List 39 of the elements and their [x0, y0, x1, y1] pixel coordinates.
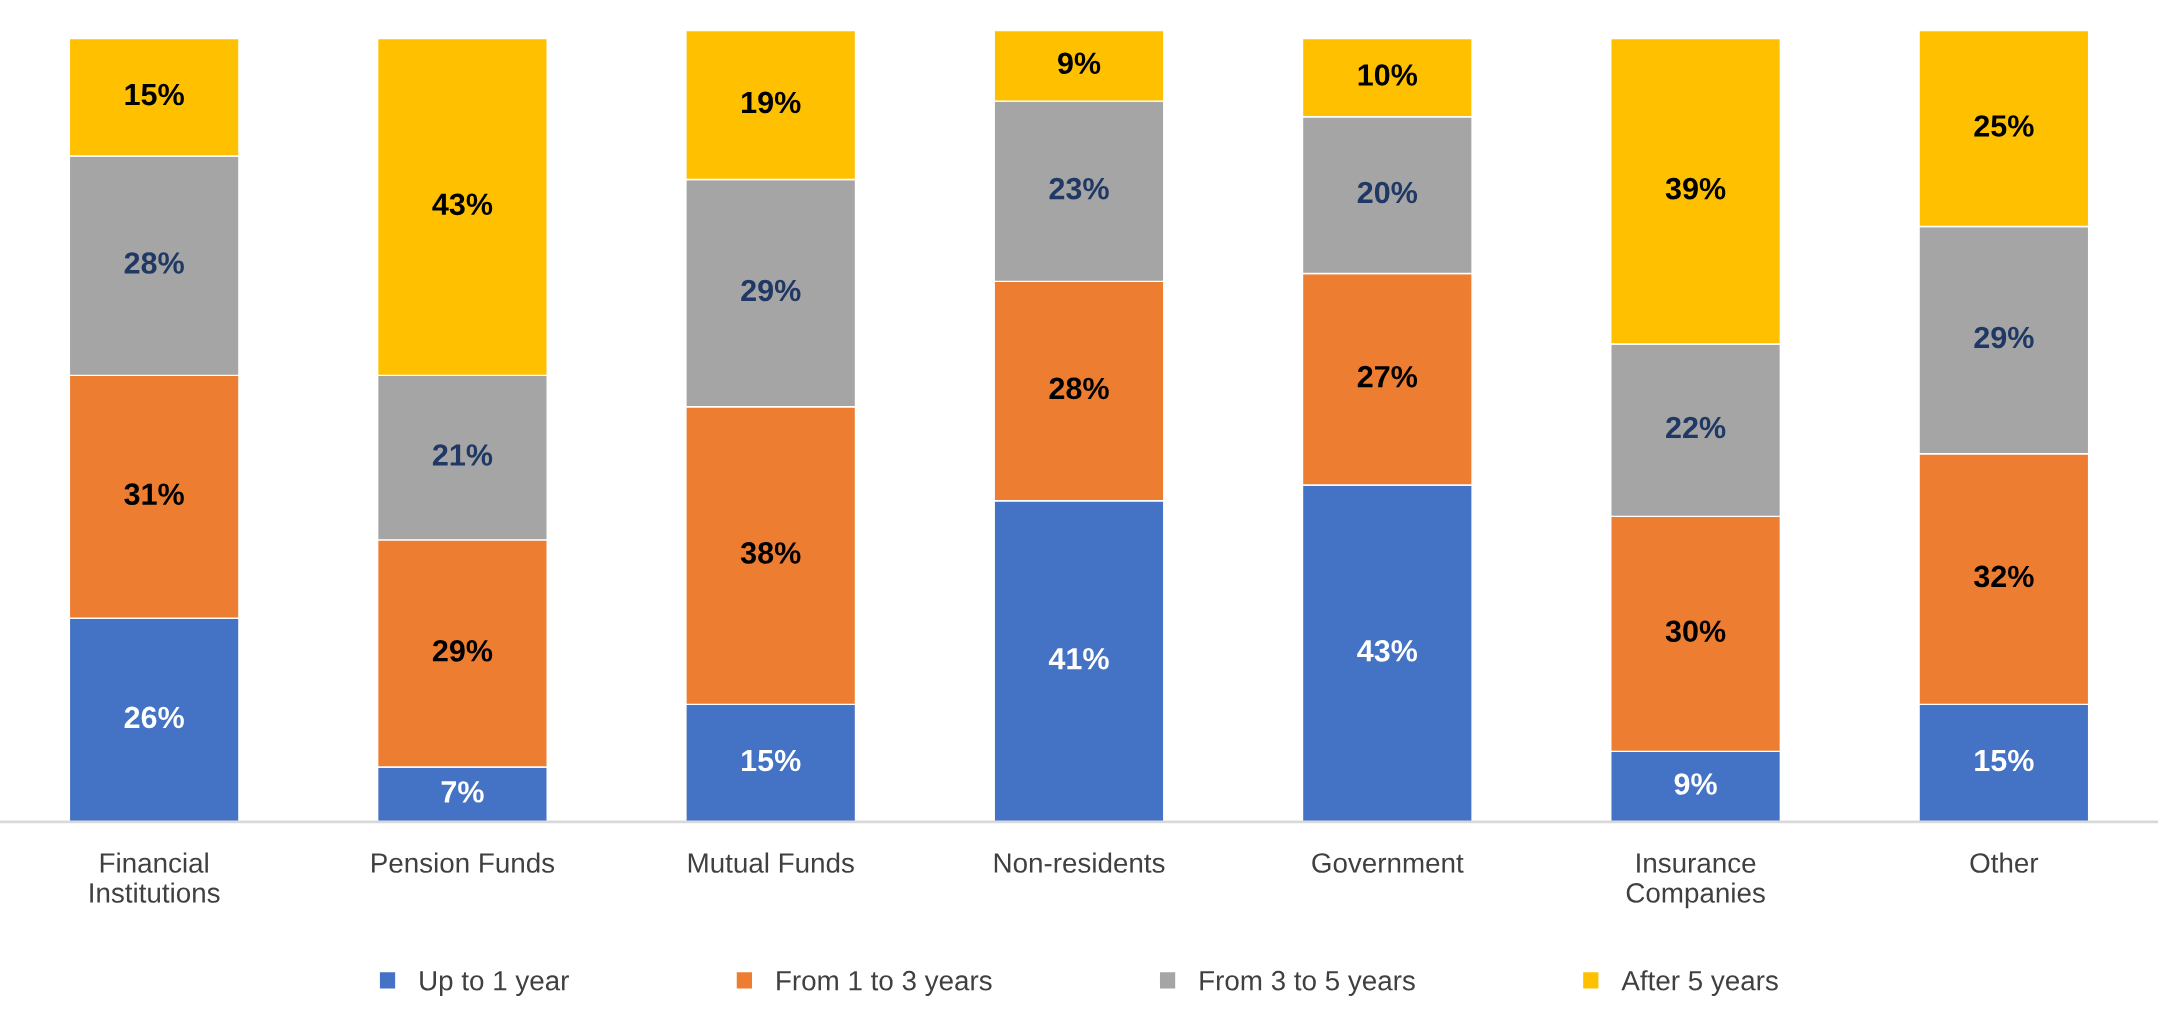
data-label: 15%	[1975, 749, 2034, 772]
data-label: 29%	[741, 279, 801, 302]
data-label: 10%	[1358, 64, 1418, 86]
data-label: 43%	[1357, 640, 1418, 662]
data-label: 25%	[1974, 115, 2034, 137]
data-label: 15%	[742, 749, 801, 772]
x-tick-label: Insurance Companies	[1626, 853, 1765, 909]
legend-label: From 3 to 5 years	[1200, 970, 1415, 996]
legend-label: Up to 1 year	[420, 971, 569, 996]
data-label: 20%	[1357, 181, 1418, 204]
data-label: 9%	[1057, 52, 1101, 75]
data-label: 19%	[742, 91, 801, 114]
data-label: 38%	[740, 542, 801, 564]
data-label: 26%	[124, 706, 184, 729]
legend-label: From 1 to 3 years	[777, 970, 992, 996]
x-tick-label: Non-residents	[994, 852, 1165, 873]
data-label: 29%	[432, 640, 493, 662]
data-label: 23%	[1049, 177, 1109, 200]
data-label: 43%	[432, 193, 493, 216]
data-label: 7%	[441, 781, 484, 803]
x-tick-label: Mutual Funds	[688, 852, 854, 873]
data-label: 29%	[1974, 326, 2034, 349]
x-tick-label: Financial Institutions	[90, 852, 220, 903]
data-label: 22%	[1666, 416, 1726, 439]
x-tick-label: Government	[1312, 853, 1464, 873]
x-tick-label: Pension Funds	[372, 852, 555, 873]
data-label: 30%	[1665, 620, 1726, 643]
data-label: 27%	[1357, 365, 1418, 388]
data-label: 15%	[125, 83, 184, 106]
data-label: 32%	[1973, 565, 2034, 588]
data-label: 39%	[1665, 177, 1726, 200]
data-label: 9%	[1674, 773, 1717, 795]
legend-label: After 5 years	[1621, 970, 1778, 996]
data-label: 21%	[432, 444, 493, 466]
data-label: 28%	[1049, 377, 1109, 400]
data-label: 28%	[124, 252, 184, 274]
data-label: 41%	[1048, 647, 1109, 670]
x-tick-label: Other	[1970, 852, 2039, 873]
data-label: 31%	[124, 483, 184, 506]
